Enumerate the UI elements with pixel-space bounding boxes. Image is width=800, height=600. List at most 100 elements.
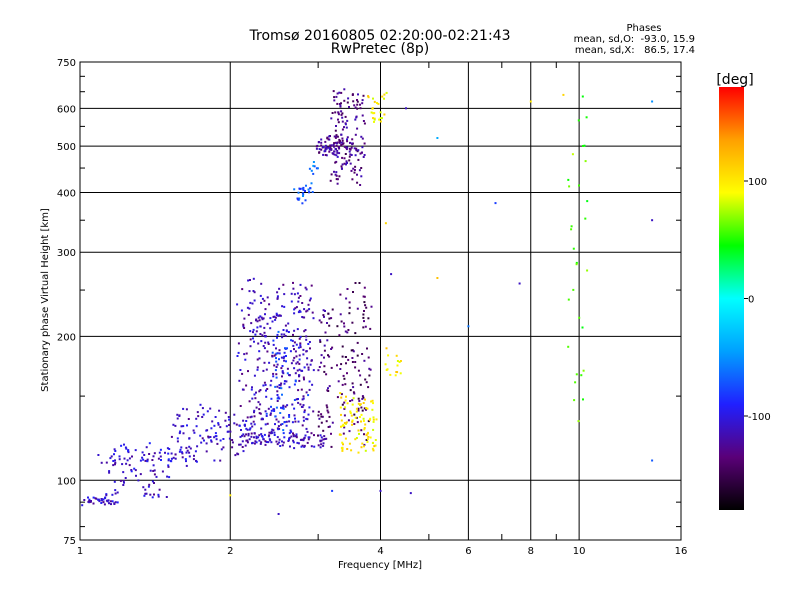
data-point [269,412,272,415]
data-point [147,485,150,488]
data-point [335,135,338,138]
data-point [337,146,340,149]
data-point [266,422,269,425]
data-point [252,337,254,340]
data-point [292,344,295,347]
data-point [362,402,365,404]
data-point [323,349,326,352]
data-point [182,432,185,435]
data-point [119,479,122,482]
data-point [354,106,357,109]
data-point [570,228,573,231]
data-point [323,365,326,368]
data-point [582,398,584,401]
data-point [334,161,337,164]
data-point [142,458,145,461]
data-point [336,151,339,154]
data-point [145,446,148,449]
data-point [356,421,359,424]
data-point [340,144,343,147]
data-point [264,443,267,446]
data-point [293,399,296,401]
data-point [373,100,376,103]
data-point [246,306,249,309]
data-point [328,385,331,388]
data-point [158,488,161,491]
data-point [277,330,280,333]
data-point [285,420,288,423]
data-point [250,388,253,391]
data-point [270,432,273,435]
data-point [100,502,103,504]
data-point [338,141,341,144]
data-point [116,491,119,494]
data-point [320,148,323,151]
data-point [278,349,281,352]
data-point [328,317,331,320]
data-point [273,431,276,434]
data-point [323,435,326,438]
data-point [341,163,344,166]
data-point [276,385,279,388]
data-point [338,334,341,337]
data-point [333,135,336,138]
data-point [436,277,439,279]
data-point [276,400,279,402]
data-point [325,154,328,157]
data-point [346,448,349,450]
data-point [108,471,111,474]
data-point [88,501,91,504]
data-point [352,386,355,389]
data-point [250,422,253,425]
data-point [100,499,103,501]
data-point [395,354,398,357]
data-point [305,391,308,394]
data-point [370,305,373,308]
data-point [243,327,246,329]
data-point [178,450,181,453]
data-point [233,413,236,416]
data-point [651,100,654,103]
data-point [368,367,371,370]
data-point [354,282,357,284]
data-point [272,429,275,432]
data-point [345,395,347,398]
data-point [290,430,293,433]
data-point [390,273,393,276]
data-point [357,429,360,432]
data-point [290,339,293,342]
data-point [217,423,220,426]
data-point [322,429,325,432]
data-point [296,441,299,444]
data-point [574,381,577,384]
data-point [334,129,337,132]
data-point [283,380,286,383]
data-point [325,437,328,440]
data-point [367,386,370,389]
data-point [348,147,351,150]
data-point [244,424,246,427]
data-point [567,298,570,301]
data-point [257,436,260,439]
data-point [362,420,365,422]
data-point [357,93,359,96]
data-point [219,439,222,442]
data-point [343,157,346,160]
data-point [174,457,177,460]
data-point [306,430,309,433]
data-point [260,441,263,444]
data-point [323,370,326,373]
data-point [260,316,263,319]
data-point [577,119,580,122]
data-point [100,461,103,464]
data-point [105,493,108,496]
data-point [358,282,361,284]
data-point [246,441,249,444]
data-point [328,135,331,138]
colorbar-gradient [719,87,744,510]
data-point [363,142,366,145]
data-point [148,483,151,486]
data-point [284,405,287,408]
data-point [281,365,284,367]
data-point [319,434,322,437]
